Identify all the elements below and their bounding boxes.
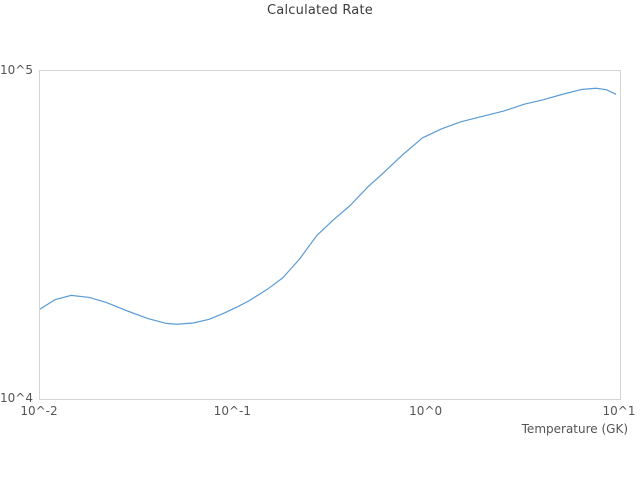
chart-title: Calculated Rate (267, 3, 373, 18)
y-tick-label: 10^5 (0, 63, 33, 77)
y-tick-label: 10^4 (0, 391, 33, 405)
rate-line-series (40, 87, 617, 325)
x-tick-label: 10^1 (602, 404, 636, 418)
x-tick-label: 10^0 (409, 404, 443, 418)
x-tick-label: 10^-2 (20, 404, 58, 418)
x-axis-title: Temperature (GK) (521, 422, 628, 436)
rate-curve-canvas (40, 87, 617, 325)
x-tick-label: 10^-1 (213, 404, 251, 418)
plot-area (39, 70, 621, 400)
